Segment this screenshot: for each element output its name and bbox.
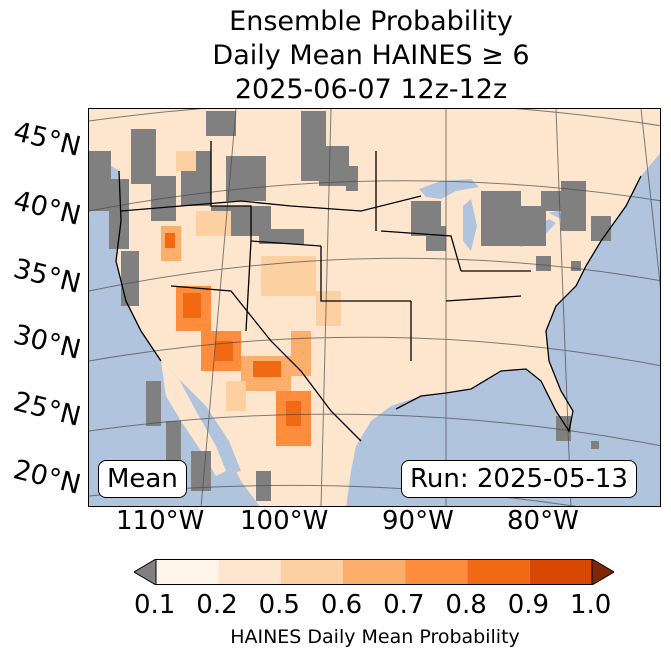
colorbar-over-arrow bbox=[591, 559, 614, 585]
lat-label-40: 40°N bbox=[10, 185, 84, 232]
lat-label-30: 30°N bbox=[10, 319, 84, 366]
colorbar-tick-2: 0.5 bbox=[258, 590, 300, 620]
colorbar-bin-2 bbox=[280, 559, 343, 585]
lat-label-35: 35°N bbox=[10, 253, 84, 300]
colorbar-bin-0 bbox=[156, 559, 219, 585]
lon-label-90: 90°W bbox=[382, 506, 454, 536]
gulf-of-california bbox=[186, 386, 241, 473]
title-line-3: 2025-06-07 12z-12z bbox=[234, 74, 508, 105]
masked-areas bbox=[89, 111, 626, 501]
lat-label-45: 45°N bbox=[10, 116, 84, 163]
baja-california bbox=[161, 361, 226, 476]
lat-label-25: 25°N bbox=[10, 386, 84, 433]
colorbar-bin-1 bbox=[218, 559, 281, 585]
colorbar-tick-3: 0.6 bbox=[320, 590, 363, 620]
lat-label-20: 20°N bbox=[10, 454, 84, 501]
lon-label-80: 80°W bbox=[507, 506, 579, 536]
colorbar-bin-5 bbox=[467, 559, 530, 585]
map-panel bbox=[88, 108, 661, 507]
colorbar-outline bbox=[155, 559, 593, 585]
colorbar-tick-6: 0.9 bbox=[507, 590, 550, 620]
colorbar-bins bbox=[156, 559, 592, 585]
boundaries bbox=[115, 141, 642, 442]
colorbar-label: HAINES Daily Mean Probability bbox=[230, 626, 520, 648]
run-date-label: Run: 2025-05-13 bbox=[401, 460, 637, 498]
colorbar-tick-0: 0.1 bbox=[134, 590, 176, 620]
title-line-2: Daily Mean HAINES ≥ 6 bbox=[212, 40, 530, 71]
colorbar-tick-1: 0.2 bbox=[196, 590, 238, 620]
colorbar-tick-4: 0.7 bbox=[383, 590, 425, 620]
colorbar bbox=[134, 559, 614, 585]
mean-label: Mean bbox=[98, 460, 187, 498]
colorbar-tick-7: 1.0 bbox=[570, 590, 612, 620]
map-svg bbox=[89, 109, 660, 506]
lon-label-100: 100°W bbox=[240, 506, 329, 536]
colorbar-under-arrow bbox=[134, 559, 157, 585]
colorbar-bin-4 bbox=[405, 559, 468, 585]
colorbar-bin-3 bbox=[342, 559, 406, 585]
lon-label-110: 110°W bbox=[116, 506, 205, 536]
title-line-1: Ensemble Probability bbox=[229, 6, 513, 37]
colorbar-bin-6 bbox=[529, 559, 592, 585]
colorbar-tick-5: 0.8 bbox=[445, 590, 487, 620]
